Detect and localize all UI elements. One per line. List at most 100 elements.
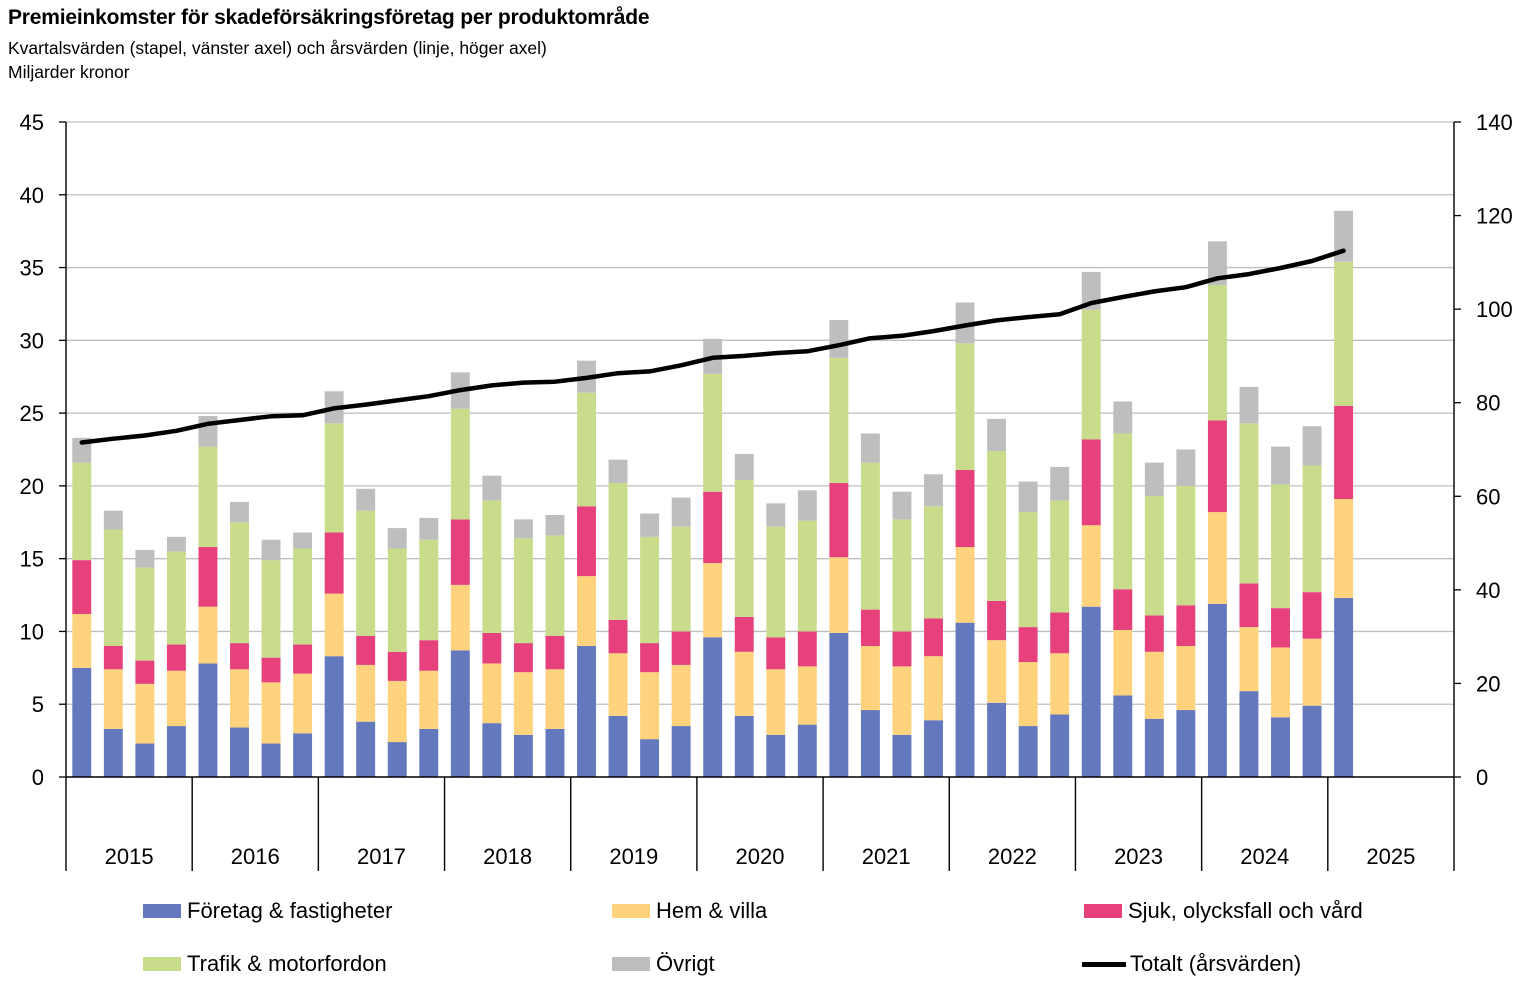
bar-foretag <box>1302 705 1322 777</box>
bar-foretag <box>703 637 723 777</box>
bar-hem <box>924 656 943 721</box>
bar-foretag <box>1176 710 1196 777</box>
bar-hem <box>324 593 344 657</box>
bar-trafik <box>1113 433 1133 590</box>
bar-hem <box>450 584 470 651</box>
bar-sjuk <box>293 644 313 674</box>
year-label: 2018 <box>483 844 532 869</box>
bar-trafik <box>1176 485 1196 606</box>
bar-foretag <box>387 742 407 777</box>
legend-label-ovrigt: Övrigt <box>656 951 715 976</box>
series-line-totalt <box>79 248 1346 445</box>
bar-sjuk <box>324 532 344 594</box>
bar-ovrigt <box>356 488 376 511</box>
bar-sjuk <box>450 519 470 585</box>
bar-foretag <box>766 734 786 777</box>
bar-hem <box>135 683 155 744</box>
bar-hem <box>230 669 249 728</box>
bar-ovrigt <box>166 536 186 552</box>
legend-label-trafik: Trafik & motorfordon <box>187 951 387 976</box>
bar-trafik <box>72 462 92 561</box>
bar-sjuk <box>387 651 407 681</box>
bar-ovrigt <box>924 474 943 507</box>
legend-item-totalt: Totalt (årsvärden) <box>1082 951 1301 977</box>
bar-ovrigt <box>293 532 313 549</box>
bar-ovrigt <box>1113 401 1133 434</box>
bar-trafik <box>135 567 155 661</box>
bar-trafik <box>1207 285 1227 421</box>
bar-hem <box>198 606 218 664</box>
bar-sjuk <box>892 631 912 667</box>
bar-trafik <box>608 482 628 620</box>
bar-sjuk <box>1334 405 1354 499</box>
year-label: 2020 <box>736 844 785 869</box>
legend-swatch-trafik <box>143 957 181 971</box>
bar-foretag <box>72 667 92 777</box>
bar-trafik <box>356 510 376 636</box>
bar-ovrigt <box>892 491 912 520</box>
bar-hem <box>1144 651 1164 719</box>
bar-trafik <box>955 343 975 470</box>
bar-ovrigt <box>387 528 407 549</box>
bar-foretag <box>293 733 313 777</box>
bar-hem <box>1081 525 1101 607</box>
bar-hem <box>356 664 376 722</box>
bar-foretag <box>608 715 628 777</box>
bar-foretag <box>1050 714 1070 777</box>
bar-hem <box>1113 629 1133 696</box>
chart-subtitle: Kvartalsvärden (stapel, vänster axel) oc… <box>8 38 547 58</box>
bar-ovrigt <box>1176 449 1196 486</box>
right-tick-label: 0 <box>1476 765 1488 790</box>
legend-label-totalt: Totalt (årsvärden) <box>1130 951 1302 976</box>
year-label: 2017 <box>357 844 406 869</box>
legend-item-hem: Hem & villa <box>612 898 767 924</box>
bar-sjuk <box>230 643 249 670</box>
legend-swatch-ovrigt <box>612 957 650 971</box>
bar-trafik <box>387 548 407 652</box>
left-tick-label: 20 <box>20 474 44 499</box>
bar-hem <box>1334 498 1354 598</box>
bar-foretag <box>513 734 533 777</box>
bar-trafik <box>198 446 218 548</box>
bar-foretag <box>1018 726 1038 777</box>
bar-foretag <box>324 656 344 777</box>
bar-ovrigt <box>103 510 123 530</box>
bar-foretag <box>230 727 249 777</box>
right-tick-label: 60 <box>1476 484 1500 509</box>
year-label: 2021 <box>862 844 911 869</box>
bar-trafik <box>230 522 249 644</box>
bar-foretag <box>482 723 502 777</box>
bar-trafik <box>924 506 943 619</box>
bar-foretag <box>166 726 186 777</box>
bar-sjuk <box>734 616 754 652</box>
bar-sjuk <box>577 506 596 577</box>
bar-sjuk <box>419 640 439 671</box>
bar-ovrigt <box>766 503 786 527</box>
bar-sjuk <box>1271 608 1290 648</box>
bar-sjuk <box>356 635 376 665</box>
year-label: 2025 <box>1366 844 1415 869</box>
bar-sjuk <box>703 491 723 564</box>
bar-trafik <box>734 480 754 617</box>
bar-sjuk <box>608 619 628 654</box>
bar-hem <box>1239 627 1259 692</box>
bar-sjuk <box>987 600 1007 641</box>
year-label: 2019 <box>609 844 658 869</box>
bar-trafik <box>1271 484 1290 609</box>
year-label: 2024 <box>1240 844 1289 869</box>
bar-sjuk <box>860 609 880 646</box>
bar-ovrigt <box>671 497 691 527</box>
bar-sjuk <box>1113 589 1133 630</box>
bar-sjuk <box>797 631 817 667</box>
bar-hem <box>829 557 849 633</box>
bar-sjuk <box>1176 605 1196 646</box>
bar-sjuk <box>924 618 943 657</box>
bar-hem <box>608 653 628 716</box>
bar-trafik <box>766 526 786 638</box>
bar-trafik <box>324 423 344 533</box>
bar-ovrigt <box>198 416 218 447</box>
bar-foretag <box>640 739 660 777</box>
bar-ovrigt <box>482 475 502 501</box>
bar-hem <box>987 640 1007 703</box>
legend-label-foretag: Företag & fastigheter <box>187 898 393 923</box>
